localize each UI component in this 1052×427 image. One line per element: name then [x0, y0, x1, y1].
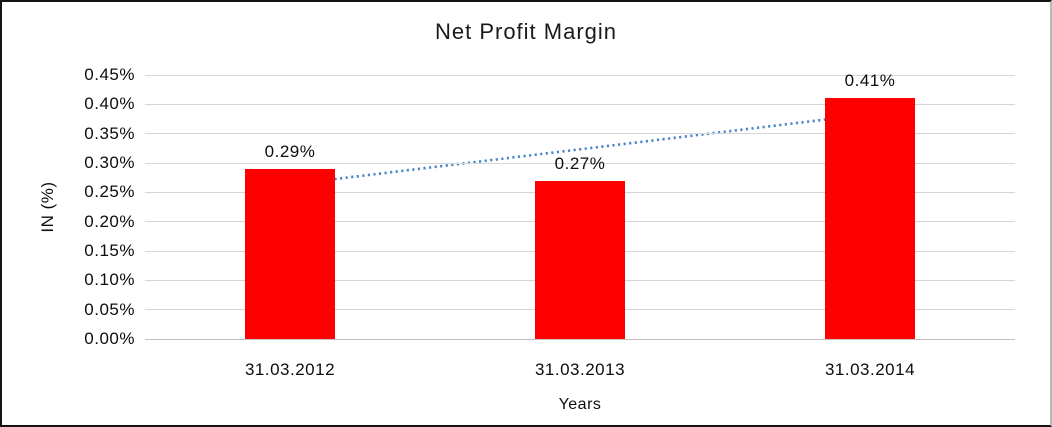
- y-axis-tick-label: 0.00%: [84, 329, 135, 348]
- bar: [245, 168, 335, 339]
- y-axis-tick-label: 0.15%: [84, 241, 135, 260]
- y-axis-tick-label: 0.25%: [84, 182, 135, 202]
- x-axis-tick-label: 31.03.2013: [534, 360, 626, 379]
- bar: [825, 98, 915, 339]
- y-axis-tick-label: 0.10%: [84, 270, 135, 290]
- y-axis-tick-label: 0.35%: [84, 123, 135, 143]
- bar-value-label: 0.27%: [554, 153, 606, 173]
- bar-value-label: 0.29%: [264, 141, 316, 161]
- y-axis-tick-label: 0.20%: [84, 211, 135, 231]
- plot-area: [145, 74, 1015, 340]
- bar: [535, 180, 625, 339]
- x-axis-line: [145, 338, 1015, 340]
- gridline: [145, 162, 1015, 164]
- gridline: [145, 74, 1015, 76]
- y-axis-tick-label: 0.30%: [84, 153, 135, 172]
- y-axis-tick-label: 0.40%: [84, 94, 135, 114]
- bar-value-label: 0.41%: [844, 71, 896, 91]
- x-axis-tick-label: 31.03.2014: [824, 360, 916, 379]
- x-axis-title: Years: [558, 396, 602, 413]
- trendline: [289, 112, 871, 186]
- y-axis-tick-label: 0.45%: [84, 65, 135, 84]
- x-axis-tick-label: 31.03.2012: [244, 360, 336, 379]
- gridline: [145, 103, 1015, 105]
- chart-title: Net Profit Margin: [434, 19, 618, 44]
- gridline: [145, 133, 1015, 135]
- y-axis-tick-label: 0.05%: [84, 299, 135, 319]
